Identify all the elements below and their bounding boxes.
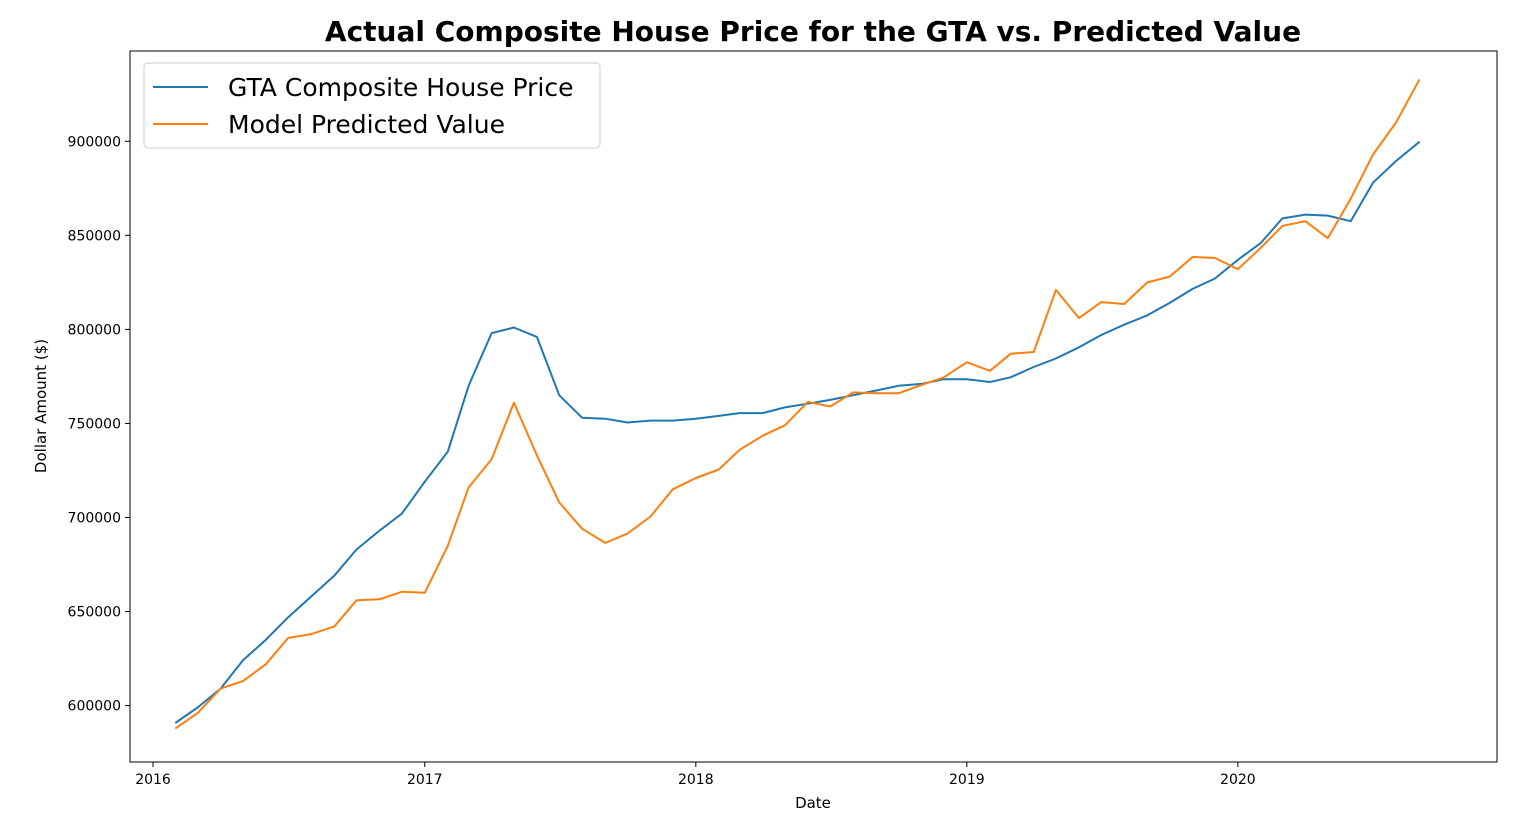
x-axis: 2016 2017 2018 2019 2020 [135,762,1256,788]
y-axis: 600000 650000 700000 750000 800000 850000 9000… [68,134,130,715]
series-lines [175,79,1420,730]
x-tick-label: 2016 [135,772,171,788]
x-tick-label: 2017 [407,772,443,788]
legend-box [143,62,601,149]
y-tick-label: 700000 [68,510,121,526]
y-tick-label: 750000 [68,416,121,432]
x-axis-label: Date [795,794,831,812]
plot-area [129,50,1498,763]
x-tick-label: 2018 [678,772,714,788]
legend-label-2: Model Predicted Value [228,110,505,139]
series-line-1 [175,141,1420,724]
y-tick-label: 900000 [68,134,121,150]
y-tick-label: 850000 [68,228,121,244]
series-line-2 [175,79,1420,730]
y-tick-label: 600000 [68,699,121,715]
x-tick-label: 2019 [949,772,985,788]
x-tick-label: 2020 [1220,772,1256,788]
legend: GTA Composite House Price Model Predicted… [143,62,601,149]
y-tick-label: 800000 [68,322,121,338]
legend-label-1: GTA Composite House Price [228,73,574,102]
y-axis-label: Dollar Amount ($) [32,339,50,473]
y-tick-label: 650000 [68,605,121,621]
chart-title: Actual Composite House Price for the GTA… [325,15,1301,48]
